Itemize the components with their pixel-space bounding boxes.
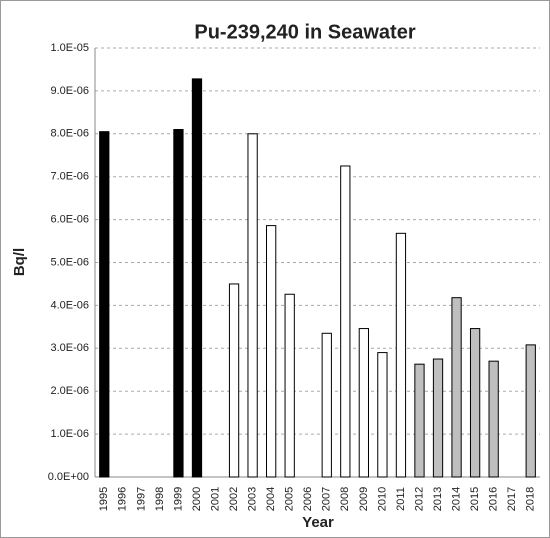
x-axis-label: Year [302,514,334,531]
x-tick-label: 1997 [135,487,147,511]
y-tick-label: 1.0E-05 [50,42,89,54]
x-tick-label: 2016 [488,487,500,511]
y-tick-label: 5.0E-06 [50,256,89,268]
x-tick-label: 2007 [321,487,333,511]
y-tick-label: 9.0E-06 [50,85,89,97]
bar [469,328,481,478]
bar [284,293,295,478]
x-tick-label: 2014 [450,487,462,511]
y-tick-label: 6.0E-06 [50,214,89,226]
bar [432,358,444,478]
bar [228,283,240,478]
chart-title: Pu-239,240 in Seawater [194,21,415,43]
x-tick-label: 1999 [172,487,184,511]
x-tick-label: 2002 [228,487,240,511]
x-tick-label: 2013 [432,487,444,511]
x-tick-label: 2009 [358,487,370,511]
y-tick-label: 0.0E+00 [48,471,89,483]
y-tick-label: 7.0E-06 [50,171,89,183]
x-tick-label: 1995 [98,487,110,511]
y-tick-label: 1.0E-06 [50,428,89,440]
y-tick-label: 2.0E-06 [50,385,89,397]
bar [414,363,425,478]
bar [173,129,184,478]
bar [266,225,277,478]
x-tick-label: 2006 [302,487,314,511]
x-tick-label: 1996 [117,487,129,511]
y-tick-label: 3.0E-06 [50,342,89,354]
bar [377,352,388,478]
bar [488,360,499,478]
bar [247,133,258,478]
bar [525,344,536,478]
x-tick-label: 2005 [284,487,296,511]
bar [99,131,110,478]
x-tick-label: 2000 [191,487,203,511]
x-tick-label: 2011 [395,487,407,511]
bar [451,297,462,478]
bar [358,328,369,478]
bar [191,78,203,478]
x-tick-label: 2015 [469,487,481,511]
bar [340,165,351,478]
y-tick-label: 4.0E-06 [50,299,89,311]
y-axis-label: Bq/l [11,248,28,276]
x-tick-label: 2001 [209,487,221,511]
x-tick-label: 2003 [247,487,259,511]
x-tick-label: 2012 [413,487,425,511]
y-tick-label: 8.0E-06 [50,128,89,140]
x-tick-label: 2018 [525,487,537,511]
x-tick-label: 2004 [265,487,277,511]
bar [321,332,332,478]
bar [395,232,407,478]
x-tick-label: 2017 [506,487,518,511]
x-tick-label: 2010 [376,487,388,511]
x-tick-label: 1998 [154,487,166,511]
x-tick-label: 2008 [339,487,351,511]
